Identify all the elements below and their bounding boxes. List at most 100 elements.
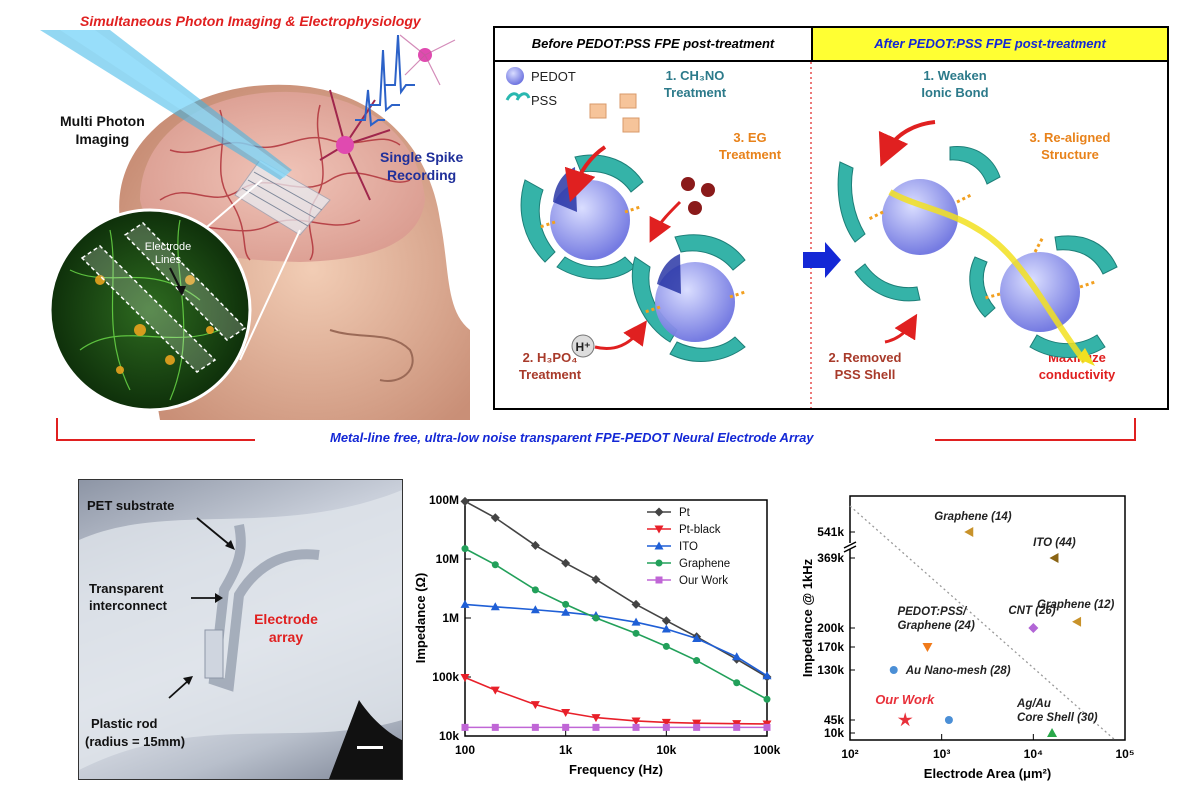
data-point bbox=[661, 616, 671, 626]
data-point bbox=[562, 723, 570, 731]
electrode-lines-label-2: Lines bbox=[155, 254, 182, 266]
electrode-array-label-1: Electrode bbox=[254, 611, 318, 627]
legend-label: Graphene bbox=[679, 558, 730, 570]
electrode-lines-label-1: Electrode bbox=[145, 241, 191, 253]
point-label: PEDOT:PSS/ bbox=[897, 606, 968, 618]
data-point bbox=[562, 600, 570, 608]
data-point bbox=[530, 701, 540, 710]
data-point bbox=[460, 674, 470, 683]
plot-frame bbox=[849, 495, 1126, 741]
interconnect-label-2: interconnect bbox=[89, 598, 168, 613]
point-label: Graphene (24) bbox=[897, 620, 974, 632]
data-point bbox=[561, 607, 571, 616]
impedance-frequency-chart: 100 1k 10k 100k 10k 100k 1M 10M 100M Frequency (H… bbox=[413, 493, 781, 777]
data-point bbox=[692, 633, 702, 642]
point-label: Ag/Au bbox=[1016, 698, 1051, 710]
mechanism-diagram: PEDOT PSS 1. CH₃NO Treatment 3. EG Treat… bbox=[505, 62, 1118, 408]
series-line-1 bbox=[464, 676, 768, 725]
pedot-legend-label: PEDOT bbox=[531, 69, 576, 84]
point-label: Core Shell (30) bbox=[1017, 712, 1098, 724]
data-point bbox=[591, 574, 601, 584]
data-point bbox=[561, 709, 571, 718]
data-point bbox=[662, 723, 670, 731]
data-point bbox=[490, 513, 500, 523]
scatter-point bbox=[889, 666, 898, 674]
scatter-point bbox=[1028, 623, 1039, 633]
data-point bbox=[631, 717, 641, 726]
data-point bbox=[632, 629, 640, 637]
y-tick-label: 541k bbox=[817, 525, 844, 539]
data-point bbox=[491, 723, 499, 731]
point-label: Au Nano-mesh (28) bbox=[905, 665, 1011, 677]
reference-diagonal bbox=[849, 505, 1116, 741]
scatter-point bbox=[897, 712, 913, 727]
x-tick-label: 10⁵ bbox=[1116, 747, 1135, 761]
device-photo: PET substrate Transparent interconnect E… bbox=[79, 490, 402, 779]
y-tick-label: 45k bbox=[824, 713, 844, 727]
step2-before-line1: 2. H₃PO₄ bbox=[523, 350, 578, 365]
x-tick-label: 10³ bbox=[933, 747, 950, 761]
x-axis-label: Electrode Area (μm²) bbox=[924, 766, 1051, 781]
multi-photon-imaging-label: Multi Photon Imaging bbox=[60, 113, 145, 147]
axis-break-mark bbox=[843, 545, 857, 553]
axis-break-mark bbox=[843, 541, 857, 549]
axis-break-gap bbox=[844, 543, 856, 549]
y-tick-label: 170k bbox=[817, 640, 844, 654]
step3-before-line2: Treatment bbox=[719, 147, 782, 162]
data-point bbox=[490, 602, 500, 611]
data-point bbox=[531, 723, 539, 731]
scatter-point bbox=[922, 643, 933, 652]
y-tick-label: 369k bbox=[817, 551, 844, 565]
data-point bbox=[592, 723, 600, 731]
legend-label: Pt bbox=[679, 507, 691, 519]
legend-label: ITO bbox=[679, 541, 698, 553]
step3-before-line1: 3. EG bbox=[733, 130, 766, 145]
data-point bbox=[461, 545, 469, 553]
point-label: ITO (44) bbox=[1033, 537, 1076, 549]
data-point bbox=[461, 723, 469, 731]
y-axis-label: Impedance @ 1kHz bbox=[800, 558, 815, 677]
step2-after-line1: 2. Removed bbox=[829, 350, 902, 365]
data-point bbox=[491, 561, 499, 569]
legend-label: Our Work bbox=[679, 575, 728, 587]
data-point bbox=[460, 496, 470, 506]
step1-before-line2: Treatment bbox=[664, 85, 727, 100]
interconnect-label-1: Transparent bbox=[89, 581, 164, 596]
data-point bbox=[591, 714, 601, 723]
plastic-rod-label-1: Plastic rod bbox=[91, 716, 158, 731]
data-point bbox=[693, 723, 701, 731]
y-tick-label: 10M bbox=[436, 552, 459, 566]
step1-after-line2: Ionic Bond bbox=[921, 85, 988, 100]
y-tick-label: 100k bbox=[432, 670, 459, 684]
pedot-legend-icon bbox=[506, 67, 524, 85]
device-photo-panel: PET substrate Transparent interconnect E… bbox=[78, 479, 403, 780]
data-point bbox=[531, 586, 539, 594]
maximize-line2: conductivity bbox=[1039, 367, 1116, 382]
banner-caption: Metal-line free, ultra-low noise transpa… bbox=[330, 430, 814, 445]
legend-marker bbox=[654, 507, 664, 517]
scatter-point bbox=[944, 716, 953, 724]
step3-after-line2: Structure bbox=[1041, 147, 1099, 162]
data-point bbox=[763, 695, 771, 703]
data-point bbox=[631, 599, 641, 609]
data-point bbox=[732, 652, 742, 661]
pet-substrate-label: PET substrate bbox=[87, 498, 174, 513]
figure-title: Simultaneous Photon Imaging & Electrophy… bbox=[80, 13, 421, 29]
data-point bbox=[661, 718, 671, 727]
electrode-array-label-2: array bbox=[269, 629, 303, 645]
data-point bbox=[763, 723, 771, 731]
scatter-point bbox=[1049, 553, 1059, 563]
data-point bbox=[692, 719, 702, 728]
data-point bbox=[561, 558, 571, 568]
x-axis-label: Frequency (Hz) bbox=[569, 762, 663, 777]
data-point bbox=[693, 657, 701, 665]
y-tick-label: 1M bbox=[442, 611, 459, 625]
y-axis-label: Impedance (Ω) bbox=[413, 573, 428, 664]
plastic-rod-label-2: (radius = 15mm) bbox=[85, 734, 185, 749]
data-point bbox=[632, 723, 640, 731]
data-point bbox=[733, 679, 741, 687]
data-point bbox=[530, 540, 540, 550]
scatter-point bbox=[964, 527, 974, 537]
data-point bbox=[530, 605, 540, 614]
